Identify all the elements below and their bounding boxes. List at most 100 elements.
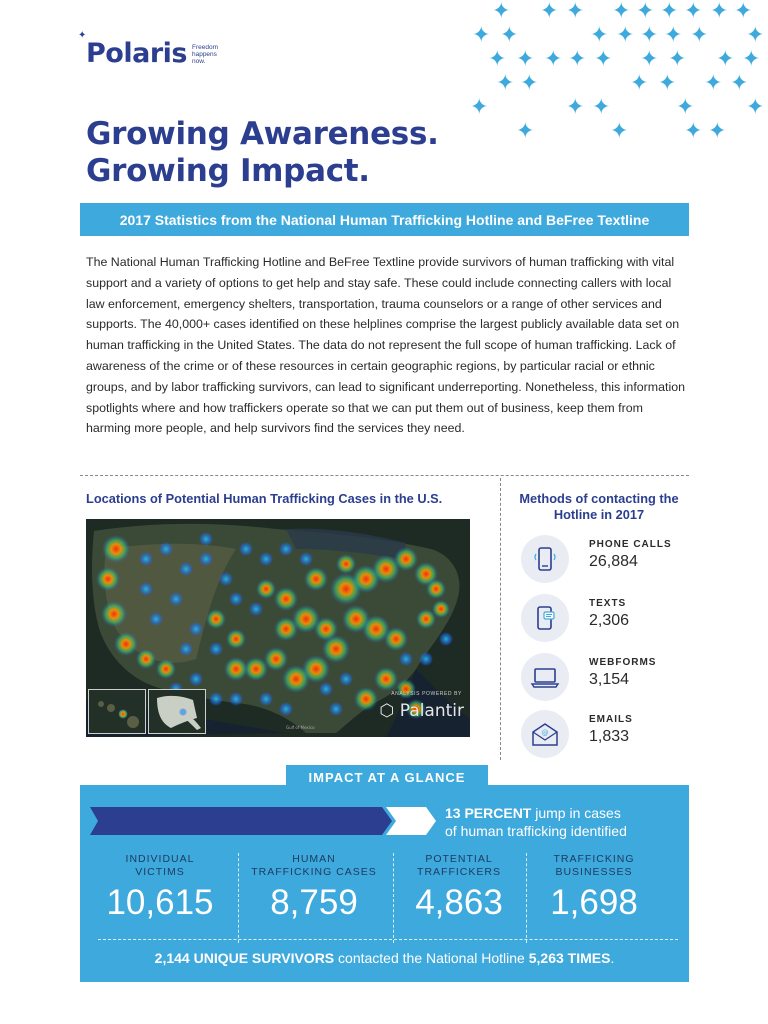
star-icon: ✦ [746,22,765,47]
heat-cool-spot [149,612,163,626]
heat-hotspot [224,657,248,681]
stat-value: 4,863 [415,883,503,922]
heat-cool-spot [229,592,243,606]
star-icon: ✦ [658,70,677,95]
summary-bold-times: 5,263 TIMES [528,950,611,966]
star-icon: ✦ [660,0,679,23]
phone-icon [521,535,569,583]
growth-arrow-graphic [90,807,436,835]
impact-divider [98,939,678,940]
polaris-logo: ✦ Polaris Freedom happens now. [78,30,224,69]
heat-cool-spot [439,632,453,646]
heat-cool-spot [249,602,263,616]
logo-star-icon: ✦ [78,30,87,41]
star-icon: ✦ [470,94,489,119]
heat-cool-spot [159,542,173,556]
star-icon: ✦ [716,46,735,71]
stat-value: 1,698 [550,883,638,922]
method-label: PHONE CALLS [589,539,672,550]
heat-hotspot [274,617,298,641]
summary-middle: contacted the National Hotline [334,950,529,966]
star-icon: ✦ [612,0,631,23]
heat-cool-spot [419,652,433,666]
star-icon: ✦ [746,94,765,119]
stat-trafficking-businesses: TRAFFICKING BUSINESSES 1,698 [532,853,656,924]
star-icon: ✦ [594,46,613,71]
text-message-icon-graphic [537,606,555,630]
star-icon: ✦ [664,22,683,47]
star-icon: ✦ [684,0,703,23]
heat-hotspot [206,609,226,629]
star-icon: ✦ [566,94,585,119]
map-credit-caption: ANALYSIS POWERED BY [391,691,462,697]
statistics-banner: 2017 Statistics from the National Human … [80,203,689,236]
heat-cool-spot [329,702,343,716]
email-icon-graphic: @ [532,723,558,746]
stat-value: 10,615 [106,883,214,922]
stat-label-line1: TRAFFICKING [553,853,635,865]
method-texts: TEXTS 2,306 [521,594,691,644]
star-icon: ✦ [734,0,753,23]
intro-paragraph: The National Human Trafficking Hotline a… [86,255,685,436]
star-icon: ✦ [496,70,515,95]
palantir-logo-icon: ⬡ [379,701,395,721]
heat-hotspot [226,629,246,649]
star-icon: ✦ [636,0,655,23]
star-icon: ✦ [516,46,535,71]
star-icon: ✦ [590,22,609,47]
star-icon: ✦ [742,46,761,71]
method-emails: @ EMAILS 1,833 [521,710,691,760]
method-value: 1,833 [589,728,630,745]
percent-jump-bold: 13 PERCENT [445,805,532,821]
star-icon: ✦ [540,0,559,23]
heat-hotspot [426,579,446,599]
heat-cool-spot [199,532,213,546]
palantir-credit: ⬡ Palantir [380,701,464,721]
stat-label-line2: TRAFFICKING CASES [251,866,377,878]
palantir-credit-text: Palantir [399,701,464,721]
stat-label: HUMAN TRAFFICKING CASES [234,853,394,879]
stat-label-line2: VICTIMS [135,866,185,878]
heat-cool-spot [179,642,193,656]
summary-bold-survivors: 2,144 UNIQUE SURVIVORS [154,950,335,966]
star-icon: ✦ [668,46,687,71]
star-icon: ✦ [708,118,727,143]
heat-hotspot [362,615,390,643]
heat-cool-spot [229,692,243,706]
text-message-icon [521,594,569,642]
survivors-summary: 2,144 UNIQUE SURVIVORS contacted the Nat… [80,950,689,966]
heat-hotspot [102,535,130,563]
star-icon: ✦ [690,22,709,47]
method-value: 26,884 [589,553,638,570]
heat-cool-spot [179,562,193,576]
stat-label-line1: INDIVIDUAL [125,853,195,865]
heat-hotspot [136,649,156,669]
percent-jump-text: 13 PERCENT jump in cases of human traffi… [445,804,627,840]
heat-hotspot [156,659,176,679]
star-icon: ✦ [472,22,491,47]
stat-label: POTENTIAL TRAFFICKERS [398,853,520,879]
heat-cool-spot [279,702,293,716]
method-phone-calls: PHONE CALLS 26,884 [521,535,691,585]
summary-end: . [610,950,615,966]
heat-hotspot [114,632,138,656]
method-label: EMAILS [589,714,633,725]
heat-cool-spot [189,672,203,686]
methods-title: Methods of contacting the Hotline in 201… [519,491,679,522]
stat-potential-traffickers: POTENTIAL TRAFFICKERS 4,863 [398,853,520,924]
svg-text:@: @ [542,729,549,737]
phone-icon-graphic [534,547,556,571]
star-icon: ✦ [640,46,659,71]
star-icon: ✦ [488,46,507,71]
heat-hotspot [354,687,378,711]
heat-hotspot [244,657,268,681]
heat-hotspot [432,600,450,618]
heat-cool-spot [339,672,353,686]
heat-hotspot [372,555,400,583]
stat-divider [238,853,239,943]
heat-hotspot [292,605,320,633]
star-icon: ✦ [710,0,729,23]
heat-cool-spot [209,642,223,656]
laptop-icon [521,653,569,701]
hawaii-inset [88,689,146,734]
